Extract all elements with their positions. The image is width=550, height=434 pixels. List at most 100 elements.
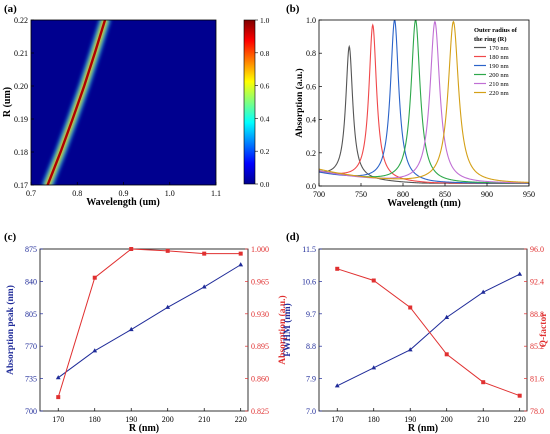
left-tick-label: 10.6 <box>302 277 316 286</box>
right-tick-label: 85.2 <box>530 342 544 351</box>
right-tick-label: 0.860 <box>251 375 269 384</box>
x-tick-label: 210 <box>477 415 489 424</box>
x-tick-label: 190 <box>125 415 137 424</box>
right-series-point <box>92 275 97 280</box>
left-series-point <box>480 289 486 294</box>
heatmap-ylabel: R (um) <box>2 87 13 117</box>
panel-c-ylabel-left: Absorption peak (nm) <box>5 285 16 375</box>
legend-label: 190 nm <box>489 63 509 70</box>
left-tick-label: 7.9 <box>306 375 316 384</box>
legend-title-line1: Outer radius of <box>474 27 518 34</box>
panel-d-frame <box>318 248 528 412</box>
right-tick-label: 0.825 <box>251 407 269 416</box>
left-series-point <box>371 365 377 370</box>
legend-label: 170 nm <box>489 45 509 52</box>
panel-c-ylabel-right: Absorption (a.u.) <box>277 295 288 364</box>
legend-label: 220 nm <box>489 90 509 97</box>
panel-label-a: (a) <box>4 3 17 15</box>
left-series-point <box>92 348 98 353</box>
panel-d-ylabel-right: Q-factor <box>539 312 549 348</box>
colorbar-tick-label: 0.8 <box>260 49 270 58</box>
right-tick-label: 0.930 <box>251 310 269 319</box>
right-tick-label: 81.6 <box>530 375 544 384</box>
y-tick-label: 0.20 <box>14 82 28 91</box>
colorbar <box>243 19 256 185</box>
right-series-point <box>517 393 522 398</box>
right-series-line <box>57 248 241 398</box>
left-series-point <box>407 347 413 352</box>
right-series-line <box>337 268 520 397</box>
right-series-point <box>129 247 134 251</box>
x-tick-label: 850 <box>439 190 451 199</box>
left-series-point <box>238 262 244 267</box>
panel-label-c: (c) <box>4 231 17 243</box>
left-tick-label: 8.8 <box>306 342 316 351</box>
panel-d-ylabel-left: FWHM (nm) <box>282 303 293 357</box>
panel-d-fwhm-q: 170 180 190 200 210 220 7.0 7.9 8.8 9.7 10.6 11.5 78… <box>282 245 549 434</box>
left-series-point <box>201 284 207 289</box>
y-tick-label: 0.8 <box>306 49 316 58</box>
colorbar-tick-label: 0.2 <box>260 147 270 156</box>
resonance-band-core <box>46 20 107 185</box>
y-tick-label: 0.18 <box>14 148 28 157</box>
legend-label: 200 nm <box>489 72 509 79</box>
left-series-point <box>517 271 523 276</box>
spectrum-line-210nm <box>319 20 529 184</box>
colorbar-tick-label: 1.0 <box>260 16 270 25</box>
right-tick-label: 1.000 <box>251 245 269 254</box>
left-series-point <box>128 326 134 332</box>
right-series-point <box>408 305 413 310</box>
panel-c-frame <box>39 248 249 412</box>
panel-c-absorption-peak: 170 180 190 200 210 220 700 735 770 805 840 875 0.82… <box>5 245 288 434</box>
spectra-frame <box>318 19 530 187</box>
x-tick-label: 170 <box>52 415 64 424</box>
colorbar-tick-label: 0.6 <box>260 82 270 91</box>
colorbar-tick-label: 0.4 <box>260 114 270 123</box>
y-tick-label: 1.0 <box>306 16 316 25</box>
y-tick-label: 0.0 <box>306 182 316 191</box>
right-tick-label: 92.4 <box>530 277 544 286</box>
left-series-point <box>55 375 61 380</box>
x-tick-label: 180 <box>89 415 101 424</box>
y-tick-label: 0.22 <box>14 16 28 25</box>
left-tick-label: 11.5 <box>302 245 316 254</box>
legend-label: 210 nm <box>489 81 509 88</box>
right-tick-label: 96.0 <box>530 245 544 254</box>
x-tick-label: 220 <box>235 415 247 424</box>
panel-c-xlabel: R (nm) <box>129 423 159 434</box>
y-tick-label: 0.6 <box>306 82 316 91</box>
right-series-point <box>444 352 449 357</box>
x-tick-label: 220 <box>514 415 526 424</box>
left-tick-label: 770 <box>25 342 37 351</box>
left-series-line <box>337 273 520 387</box>
right-series-point <box>335 266 340 271</box>
x-tick-label: 190 <box>404 415 416 424</box>
left-series-point <box>165 304 171 309</box>
x-tick-label: 750 <box>355 190 367 199</box>
x-tick-label: 1.1 <box>211 189 221 198</box>
panel-d-xlabel: R (nm) <box>408 423 438 434</box>
spectra-legend: Outer radius of the ring (R) 170 nm 180 n… <box>474 27 518 97</box>
left-series-point <box>444 314 450 319</box>
left-tick-label: 875 <box>25 245 37 254</box>
legend-title-line2: the ring (R) <box>474 36 507 43</box>
right-series-point <box>165 248 170 253</box>
x-tick-label: 0.9 <box>119 189 129 198</box>
x-tick-label: 1.0 <box>165 189 175 198</box>
x-tick-label: 950 <box>523 190 535 199</box>
panel-a-heatmap: 0.7 0.8 0.9 1.0 1.1 0.17 0.18 0.19 0.20 0.21 0.22… <box>2 16 270 208</box>
right-tick-label: 78.0 <box>530 407 544 416</box>
right-tick-label: 88.8 <box>530 310 544 319</box>
panel-label-d: (d) <box>286 231 300 243</box>
right-tick-label: 0.965 <box>251 277 269 286</box>
right-series-point <box>202 251 207 256</box>
x-tick-label: 210 <box>198 415 210 424</box>
y-tick-label: 0.17 <box>14 181 28 190</box>
right-series-point <box>56 395 61 400</box>
y-tick-label: 0.21 <box>14 49 28 58</box>
right-tick-label: 0.895 <box>251 342 269 351</box>
x-tick-label: 180 <box>368 415 380 424</box>
legend-label: 180 nm <box>489 54 509 61</box>
heatmap-xlabel: Wavelength (um) <box>86 197 160 208</box>
